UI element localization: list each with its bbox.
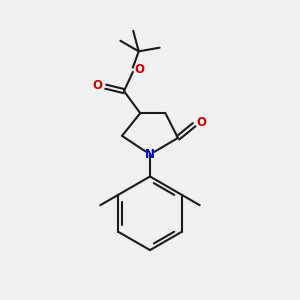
Text: O: O (135, 63, 145, 76)
Text: O: O (196, 116, 206, 129)
Text: N: N (145, 148, 155, 161)
Text: O: O (93, 79, 103, 92)
